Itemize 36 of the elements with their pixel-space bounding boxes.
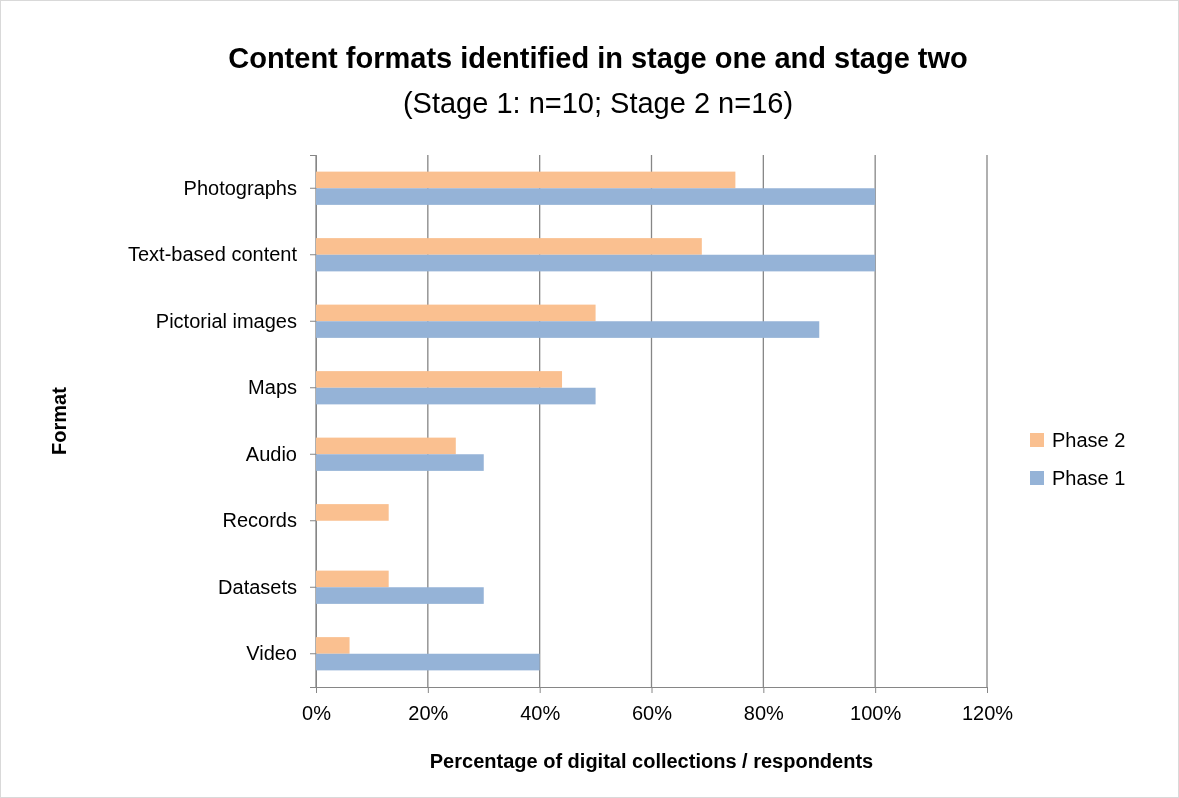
bar	[316, 587, 484, 604]
bar	[316, 637, 350, 654]
bar	[316, 321, 820, 338]
x-tick-label: 120%	[961, 702, 1014, 724]
x-tick-label: 80%	[743, 702, 785, 724]
y-tick-label: Video	[246, 642, 297, 665]
bar	[316, 504, 389, 521]
bar	[316, 454, 484, 471]
y-tick-label: Datasets	[218, 575, 297, 598]
y-tick-label: Maps	[248, 376, 297, 399]
x-tick-label: 0%	[302, 702, 332, 724]
bar	[316, 171, 736, 189]
bar	[316, 238, 702, 255]
chart-subtitle: (Stage 1: n=10; Stage 2 n=16)	[402, 87, 794, 119]
bar	[316, 304, 596, 322]
bar	[316, 387, 596, 405]
chart-title: Content formats identified in stage one and stage two	[228, 42, 968, 74]
bar	[316, 653, 540, 671]
y-axis-title: Format	[48, 386, 70, 455]
x-tick-label: 40%	[520, 702, 561, 724]
x-tick-label: 20%	[408, 702, 449, 724]
y-tick-label: Text-based content	[128, 243, 298, 266]
x-tick-label: 100%	[850, 702, 902, 724]
x-tick-label: 60%	[631, 702, 673, 724]
y-tick-label: Pictorial images	[155, 309, 297, 332]
y-tick-label: Photographs	[183, 176, 297, 199]
legend-label: Phase 1	[1052, 467, 1126, 489]
legend-label: Phase 2	[1052, 429, 1126, 451]
bar	[316, 371, 563, 388]
bar	[316, 437, 456, 455]
bar	[316, 254, 876, 272]
y-tick-label: Records	[222, 509, 297, 532]
x-axis-title: Percentage of digital collections / respondents	[429, 750, 874, 772]
bar	[316, 570, 389, 588]
y-tick-label: Audio	[245, 442, 297, 465]
bar	[316, 188, 876, 205]
